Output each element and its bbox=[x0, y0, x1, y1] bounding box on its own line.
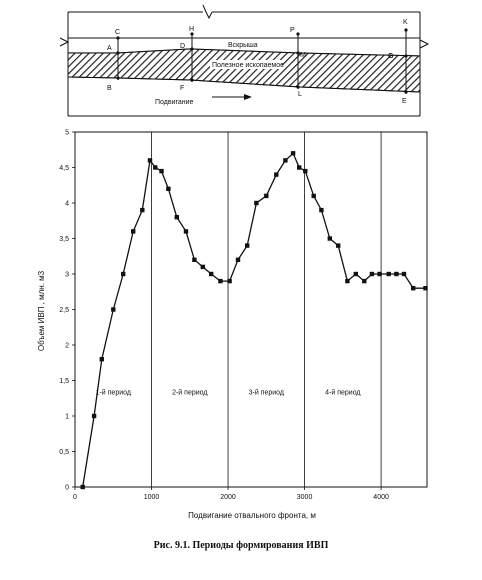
series-markers bbox=[80, 151, 428, 490]
point-label-k: K bbox=[403, 19, 408, 26]
data-point-15 bbox=[209, 271, 214, 277]
y-tick-label-5: 2,5 bbox=[59, 307, 69, 314]
data-point-38 bbox=[401, 271, 407, 277]
data-point-1 bbox=[91, 413, 97, 419]
point-label-a: A bbox=[107, 45, 112, 52]
seam-bottom-line bbox=[67, 76, 421, 93]
data-point-25 bbox=[297, 165, 302, 170]
data-point-3 bbox=[111, 307, 116, 312]
y-tick-label-9: 4,5 bbox=[59, 165, 69, 172]
point-label-e: E bbox=[402, 98, 407, 105]
data-point-27 bbox=[311, 193, 316, 199]
mineral-seam bbox=[67, 48, 421, 93]
advance-arrow-icon bbox=[212, 94, 252, 100]
x-tick-label-3: 3000 bbox=[297, 494, 313, 501]
data-point-21 bbox=[264, 193, 269, 199]
y-tick-label-10: 5 bbox=[65, 130, 69, 137]
series-line bbox=[82, 152, 426, 488]
data-point-14 bbox=[200, 264, 205, 270]
data-point-22 bbox=[274, 172, 279, 177]
period-label-1: 1-й период bbox=[96, 389, 131, 397]
data-point-26 bbox=[303, 168, 308, 174]
y-axis-label: Объем ИВП , млн. м3 bbox=[37, 270, 46, 351]
data-point-24 bbox=[290, 151, 296, 156]
y-tick-label-8: 4 bbox=[65, 201, 69, 208]
y-tick-label-0: 0 bbox=[65, 485, 69, 492]
data-point-29 bbox=[327, 236, 332, 241]
overburden-label: Вскрыша bbox=[228, 42, 258, 49]
point-label-m: M bbox=[300, 52, 306, 59]
plot-border bbox=[74, 131, 428, 488]
y-tick-label-4: 2 bbox=[65, 343, 69, 350]
data-point-36 bbox=[386, 271, 391, 277]
y-tick-label-2: 1 bbox=[65, 414, 69, 421]
data-point-37 bbox=[394, 271, 399, 277]
point-label-h: H bbox=[189, 26, 194, 33]
data-point-5 bbox=[131, 229, 136, 234]
data-point-8 bbox=[153, 165, 158, 170]
data-point-4 bbox=[121, 271, 126, 277]
data-point-31 bbox=[345, 278, 350, 284]
data-point-17 bbox=[227, 278, 232, 284]
point-label-c: C bbox=[115, 29, 120, 36]
x-tick-label-1: 1000 bbox=[144, 494, 160, 501]
data-point-40 bbox=[423, 286, 428, 291]
data-point-33 bbox=[362, 278, 367, 284]
period-label-2: 2-й период bbox=[172, 389, 207, 397]
data-point-7 bbox=[147, 158, 153, 163]
data-point-30 bbox=[336, 243, 341, 248]
point-label-f: F bbox=[180, 85, 184, 92]
data-point-18 bbox=[235, 257, 241, 262]
point-label-l: L bbox=[298, 91, 302, 98]
data-point-39 bbox=[411, 286, 416, 291]
y-tick-label-7: 3,5 bbox=[59, 236, 69, 243]
data-point-23 bbox=[283, 158, 288, 163]
mining-scheme-diagram: C H P K A D M G B F L E Вскрыша Полезное… bbox=[59, 4, 430, 117]
data-point-12 bbox=[183, 229, 189, 234]
y-tick-label-3: 1,5 bbox=[59, 378, 69, 385]
data-point-2 bbox=[99, 357, 104, 362]
data-point-11 bbox=[174, 215, 179, 220]
y-tick-label-1: 0,5 bbox=[59, 449, 69, 456]
figure-caption: Рис. 9.1. Периоды формирования ИВП bbox=[153, 540, 329, 551]
data-point-6 bbox=[140, 207, 145, 213]
data-point-9 bbox=[159, 168, 164, 174]
advance-label: Подвигание bbox=[155, 99, 194, 106]
point-label-d: D bbox=[180, 43, 185, 50]
data-point-35 bbox=[377, 271, 382, 277]
data-point-32 bbox=[353, 271, 358, 277]
data-point-20 bbox=[254, 200, 259, 206]
data-point-28 bbox=[319, 207, 324, 213]
data-point-10 bbox=[166, 186, 171, 191]
x-tick-label-2: 2000 bbox=[220, 494, 236, 501]
section-markers bbox=[117, 30, 407, 94]
data-point-19 bbox=[245, 243, 250, 248]
ivp-volume-chart: 00,511,522,533,544,55 0 1000 2000 3000 4000 … bbox=[37, 130, 428, 520]
data-point-0 bbox=[80, 484, 85, 490]
data-point-13 bbox=[192, 257, 197, 262]
data-point-34 bbox=[369, 271, 375, 277]
mineral-label: Полезное ископаемое bbox=[212, 62, 284, 69]
vertical-gridlines bbox=[151, 132, 382, 487]
point-label-b: B bbox=[107, 85, 112, 92]
x-axis-label: Подвигание отвального фронта, м bbox=[188, 511, 316, 520]
period-label-4: 4-й период bbox=[325, 389, 360, 397]
data-point-16 bbox=[218, 278, 223, 284]
x-axis-ticks: 0 1000 2000 3000 4000 bbox=[73, 487, 389, 501]
period-labels: 1-й период 2-й период 3-й период 4-й период bbox=[96, 389, 361, 397]
plot-frame bbox=[74, 131, 428, 488]
y-axis-ticks: 0 0,5 1 1,5 2 2,5 3 3,5 4 4,5 5 bbox=[59, 130, 75, 492]
x-tick-label-0: 0 bbox=[73, 494, 77, 501]
marker-dots bbox=[116, 28, 408, 94]
point-label-p: P bbox=[290, 27, 295, 34]
x-tick-label-4: 4000 bbox=[373, 494, 389, 501]
y-tick-label-6: 3 bbox=[65, 272, 69, 279]
point-label-g: G bbox=[388, 53, 394, 60]
period-label-3: 3-й период bbox=[249, 389, 284, 397]
